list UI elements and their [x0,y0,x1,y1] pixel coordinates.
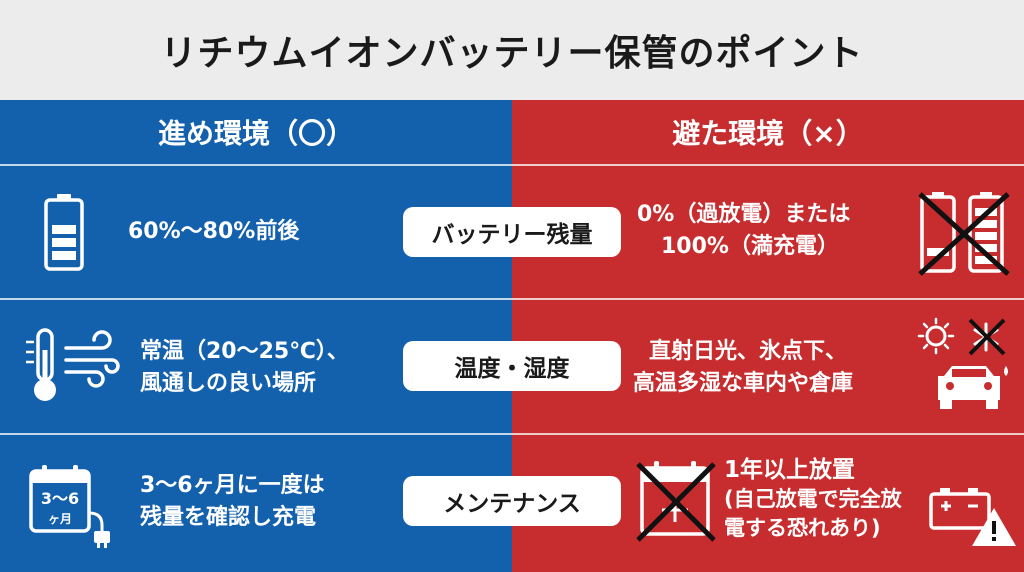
bad-text-charge: 0%（過放電）または 100%（満充電） [637,202,851,259]
category-pill-maintenance: メンテナンス [403,476,621,526]
category-pill-charge: バッテリー残量 [403,207,621,257]
good-header: 進め環境（〇） [157,117,354,150]
divider [0,433,1024,435]
battery-half-icon [44,194,84,271]
calendar-range-text: 3〜6 [41,489,79,508]
good-text-charge: 60%〜80%前後 [128,219,300,244]
bad-header: 避た環境（×） [672,117,864,150]
bad-text-temperature: 直射日光、氷点下、 高温多湿な車内や倉庫 [633,339,854,396]
title-bar: リチウムイオンバッテリー保管のポイント [0,0,1024,100]
bad-text-maintenance: 1年以上放置 (自己放電で完全放 電する恐れあり) [724,457,902,540]
crossed-calendar-icon [636,461,716,542]
crossed-batteries-icon [918,192,1010,276]
good-text-maintenance: 3〜6ヶ月に一度は 残量を確認し充電 [140,473,325,530]
good-text-temperature: 常温（20〜25℃）、 風通しの良い場所 [140,339,349,396]
battery-warning-icon [929,488,1016,546]
calendar-plug-icon: 3〜6 ヶ月 [29,465,110,548]
divider [0,164,1024,166]
calendar-unit-text: ヶ月 [48,512,72,526]
divider [0,298,1024,300]
page-title: リチウムイオンバッテリー保管のポイント [160,33,864,74]
category-pill-temperature: 温度・湿度 [403,341,621,391]
thermometer-wind-icon [26,328,120,401]
sun-snow-car-icon [917,317,1008,409]
